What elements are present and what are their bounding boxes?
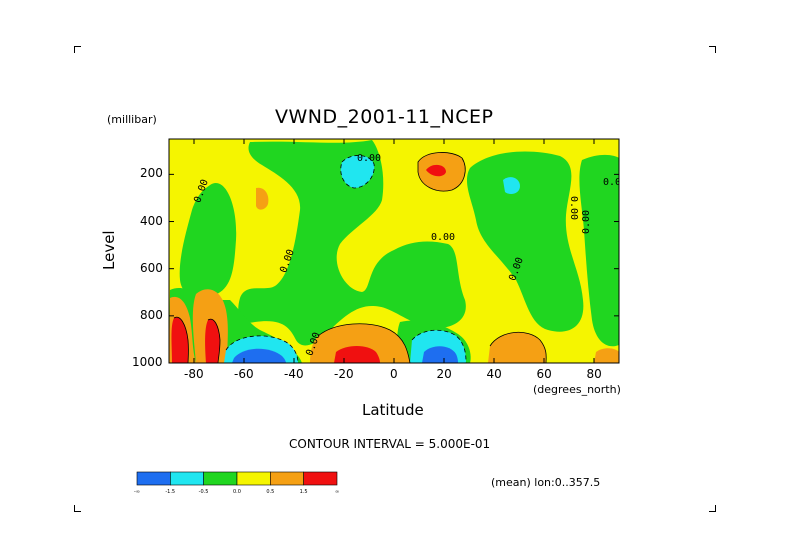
corner-mark-bottom-left <box>74 505 81 512</box>
colorbar-swatch <box>303 471 338 486</box>
region-neg-8s-upper-cyan <box>340 155 375 188</box>
x-axis-ticks <box>193 139 595 363</box>
corner-mark-top-right <box>709 46 716 53</box>
mean-longitude-text: (mean) lon:0..357.5 <box>491 476 601 489</box>
contour-line <box>173 316 189 363</box>
contour-value-label: 0.00 <box>568 196 579 220</box>
region-pos-50n-orange <box>488 332 547 363</box>
colorbar-label: 1.5 <box>299 489 308 495</box>
region-neg-nh-upper <box>466 151 584 332</box>
contour-line-dashed <box>411 329 467 363</box>
contour-value-label: 0.00 <box>431 232 455 243</box>
region-neg-nh-polar <box>579 154 619 347</box>
x-tick-label: -40 <box>284 367 304 381</box>
contour-line-dashed <box>340 155 375 189</box>
x-axis-label: Latitude <box>362 401 424 419</box>
y-axis-ticks <box>169 173 619 364</box>
colorbar-label: -0.5 <box>198 489 209 495</box>
x-tick-label: 80 <box>586 367 602 381</box>
chart-title: VWND_2001-11_NCEP <box>275 106 494 128</box>
x-tick-label: -80 <box>184 367 204 381</box>
region-pos-ss-orange <box>594 348 619 363</box>
colorbar-swatch <box>203 471 238 486</box>
y-tick-label: 600 <box>140 260 163 275</box>
colorbar-label: -1.5 <box>165 489 176 495</box>
contour-value-label: 0.00 <box>603 177 627 188</box>
colorbar-swatch <box>236 471 271 486</box>
shaded-field: 0.000.000.000.000.000.000.000.000.00 <box>169 139 627 363</box>
contour-interval-text: CONTOUR INTERVAL = 5.000E-01 <box>289 437 491 451</box>
contour-lines <box>173 152 547 363</box>
x-axis-unit: (degrees_north) <box>533 383 621 396</box>
colorbar-swatch <box>136 471 171 486</box>
x-tick-label: 40 <box>486 367 502 381</box>
contour-line <box>317 323 411 363</box>
colorbar-label: 0.5 <box>266 489 275 495</box>
region-pos-sh-upper-orange <box>256 187 269 210</box>
colorbar-swatch <box>270 471 304 486</box>
region-neg-47n-upper-cyan <box>503 177 520 194</box>
x-tick-label: -20 <box>334 367 354 381</box>
negative-contour-lines <box>225 155 467 363</box>
contour-line <box>207 318 221 363</box>
contour-value-label: 0.00 <box>357 153 381 164</box>
colorbar <box>136 471 338 486</box>
corner-mark-bottom-right <box>709 505 716 512</box>
colorbar-label: -∞ <box>134 489 140 495</box>
x-tick-label: 60 <box>536 367 552 381</box>
corner-mark-top-left <box>74 46 81 53</box>
contour-line-dashed <box>225 335 299 363</box>
region-pos-sh-polar-red <box>171 317 189 363</box>
y-tick-label: 800 <box>140 307 163 322</box>
region-neg-central <box>238 140 466 346</box>
region-neg-17n-blue <box>422 346 458 363</box>
y-tick-label: 1000 <box>132 355 163 369</box>
colorbar-label: 0.0 <box>233 489 241 495</box>
contour-value-label: 0.00 <box>581 210 592 234</box>
x-tick-label: 20 <box>436 367 452 381</box>
contour-line <box>489 332 547 363</box>
y-axis-label: Level <box>100 230 118 270</box>
region-pos-75s-red <box>205 319 220 363</box>
region-pos-17n-upper-red <box>426 164 446 177</box>
y-tick-label: 400 <box>140 213 163 228</box>
x-tick-label: -60 <box>234 367 254 381</box>
x-tick-label: 0 <box>390 367 398 381</box>
y-axis-unit: (millibar) <box>107 113 157 126</box>
y-tick-label: 200 <box>140 166 163 181</box>
region-pos-17s-orange <box>310 323 410 363</box>
colorbar-label: ∞ <box>335 489 340 495</box>
region-neg-57s-blue <box>232 348 286 363</box>
colorbar-swatch <box>170 471 204 486</box>
contour-line <box>417 152 466 192</box>
region-neg-sh-mid <box>179 183 237 298</box>
region-pos-17s-red <box>334 346 380 363</box>
